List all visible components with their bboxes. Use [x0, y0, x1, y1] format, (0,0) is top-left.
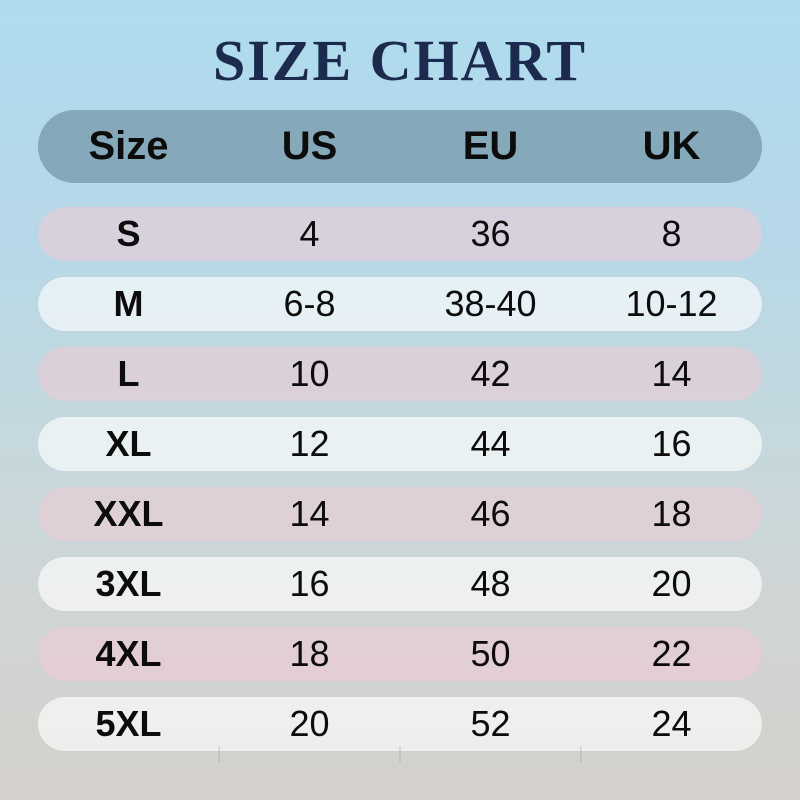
table-row: XXL 14 46 18 [38, 487, 762, 541]
size-label-cell: 3XL [95, 563, 162, 604]
uk-value-cell: 22 [651, 633, 692, 674]
size-label-cell: S [116, 213, 141, 254]
us-value-cell: 14 [289, 493, 330, 534]
column-divider-mark [399, 746, 401, 762]
table-row: 5XL 20 52 24 [38, 697, 762, 751]
table-row: XL 12 44 16 [38, 417, 762, 471]
size-chart-table: Size US EU UK S 4 36 8 M 6-8 38-40 10-12… [38, 110, 762, 767]
uk-value-cell: 10-12 [625, 283, 718, 324]
eu-value-cell: 44 [470, 423, 511, 464]
uk-value-cell: 8 [661, 213, 682, 254]
page-title: SIZE CHART [212, 28, 588, 93]
table-header-row: Size US EU UK [38, 110, 762, 183]
us-value-cell: 12 [289, 423, 330, 464]
eu-value-cell: 50 [470, 633, 511, 674]
eu-value-cell: 38-40 [444, 283, 537, 324]
table-body: S 4 36 8 M 6-8 38-40 10-12 L 10 42 14 XL… [38, 207, 762, 751]
uk-value-cell: 14 [651, 353, 692, 394]
us-value-cell: 10 [289, 353, 330, 394]
column-divider-mark [580, 746, 582, 762]
eu-value-cell: 48 [470, 563, 511, 604]
size-label-cell: M [113, 283, 144, 324]
uk-value-cell: 16 [651, 423, 692, 464]
us-value-cell: 20 [289, 703, 330, 744]
eu-value-cell: 52 [470, 703, 511, 744]
column-header-us: US [281, 124, 338, 168]
table-row: M 6-8 38-40 10-12 [38, 277, 762, 331]
us-value-cell: 6-8 [283, 283, 336, 324]
uk-value-cell: 18 [651, 493, 692, 534]
size-label-cell: 5XL [95, 703, 162, 744]
us-value-cell: 18 [289, 633, 330, 674]
column-header-eu: EU [462, 124, 519, 168]
table-row: L 10 42 14 [38, 347, 762, 401]
table-row: 3XL 16 48 20 [38, 557, 762, 611]
us-value-cell: 16 [289, 563, 330, 604]
eu-value-cell: 42 [470, 353, 511, 394]
table-row: 4XL 18 50 22 [38, 627, 762, 681]
column-divider-mark [218, 746, 220, 762]
us-value-cell: 4 [299, 213, 320, 254]
size-label-cell: XXL [93, 493, 164, 534]
eu-value-cell: 36 [470, 213, 511, 254]
size-label-cell: 4XL [95, 633, 162, 674]
uk-value-cell: 20 [651, 563, 692, 604]
column-header-size: Size [88, 124, 169, 168]
size-label-cell: L [117, 353, 140, 394]
eu-value-cell: 46 [470, 493, 511, 534]
size-label-cell: XL [105, 423, 152, 464]
column-header-uk: UK [642, 124, 701, 168]
table-row: S 4 36 8 [38, 207, 762, 261]
uk-value-cell: 24 [651, 703, 692, 744]
